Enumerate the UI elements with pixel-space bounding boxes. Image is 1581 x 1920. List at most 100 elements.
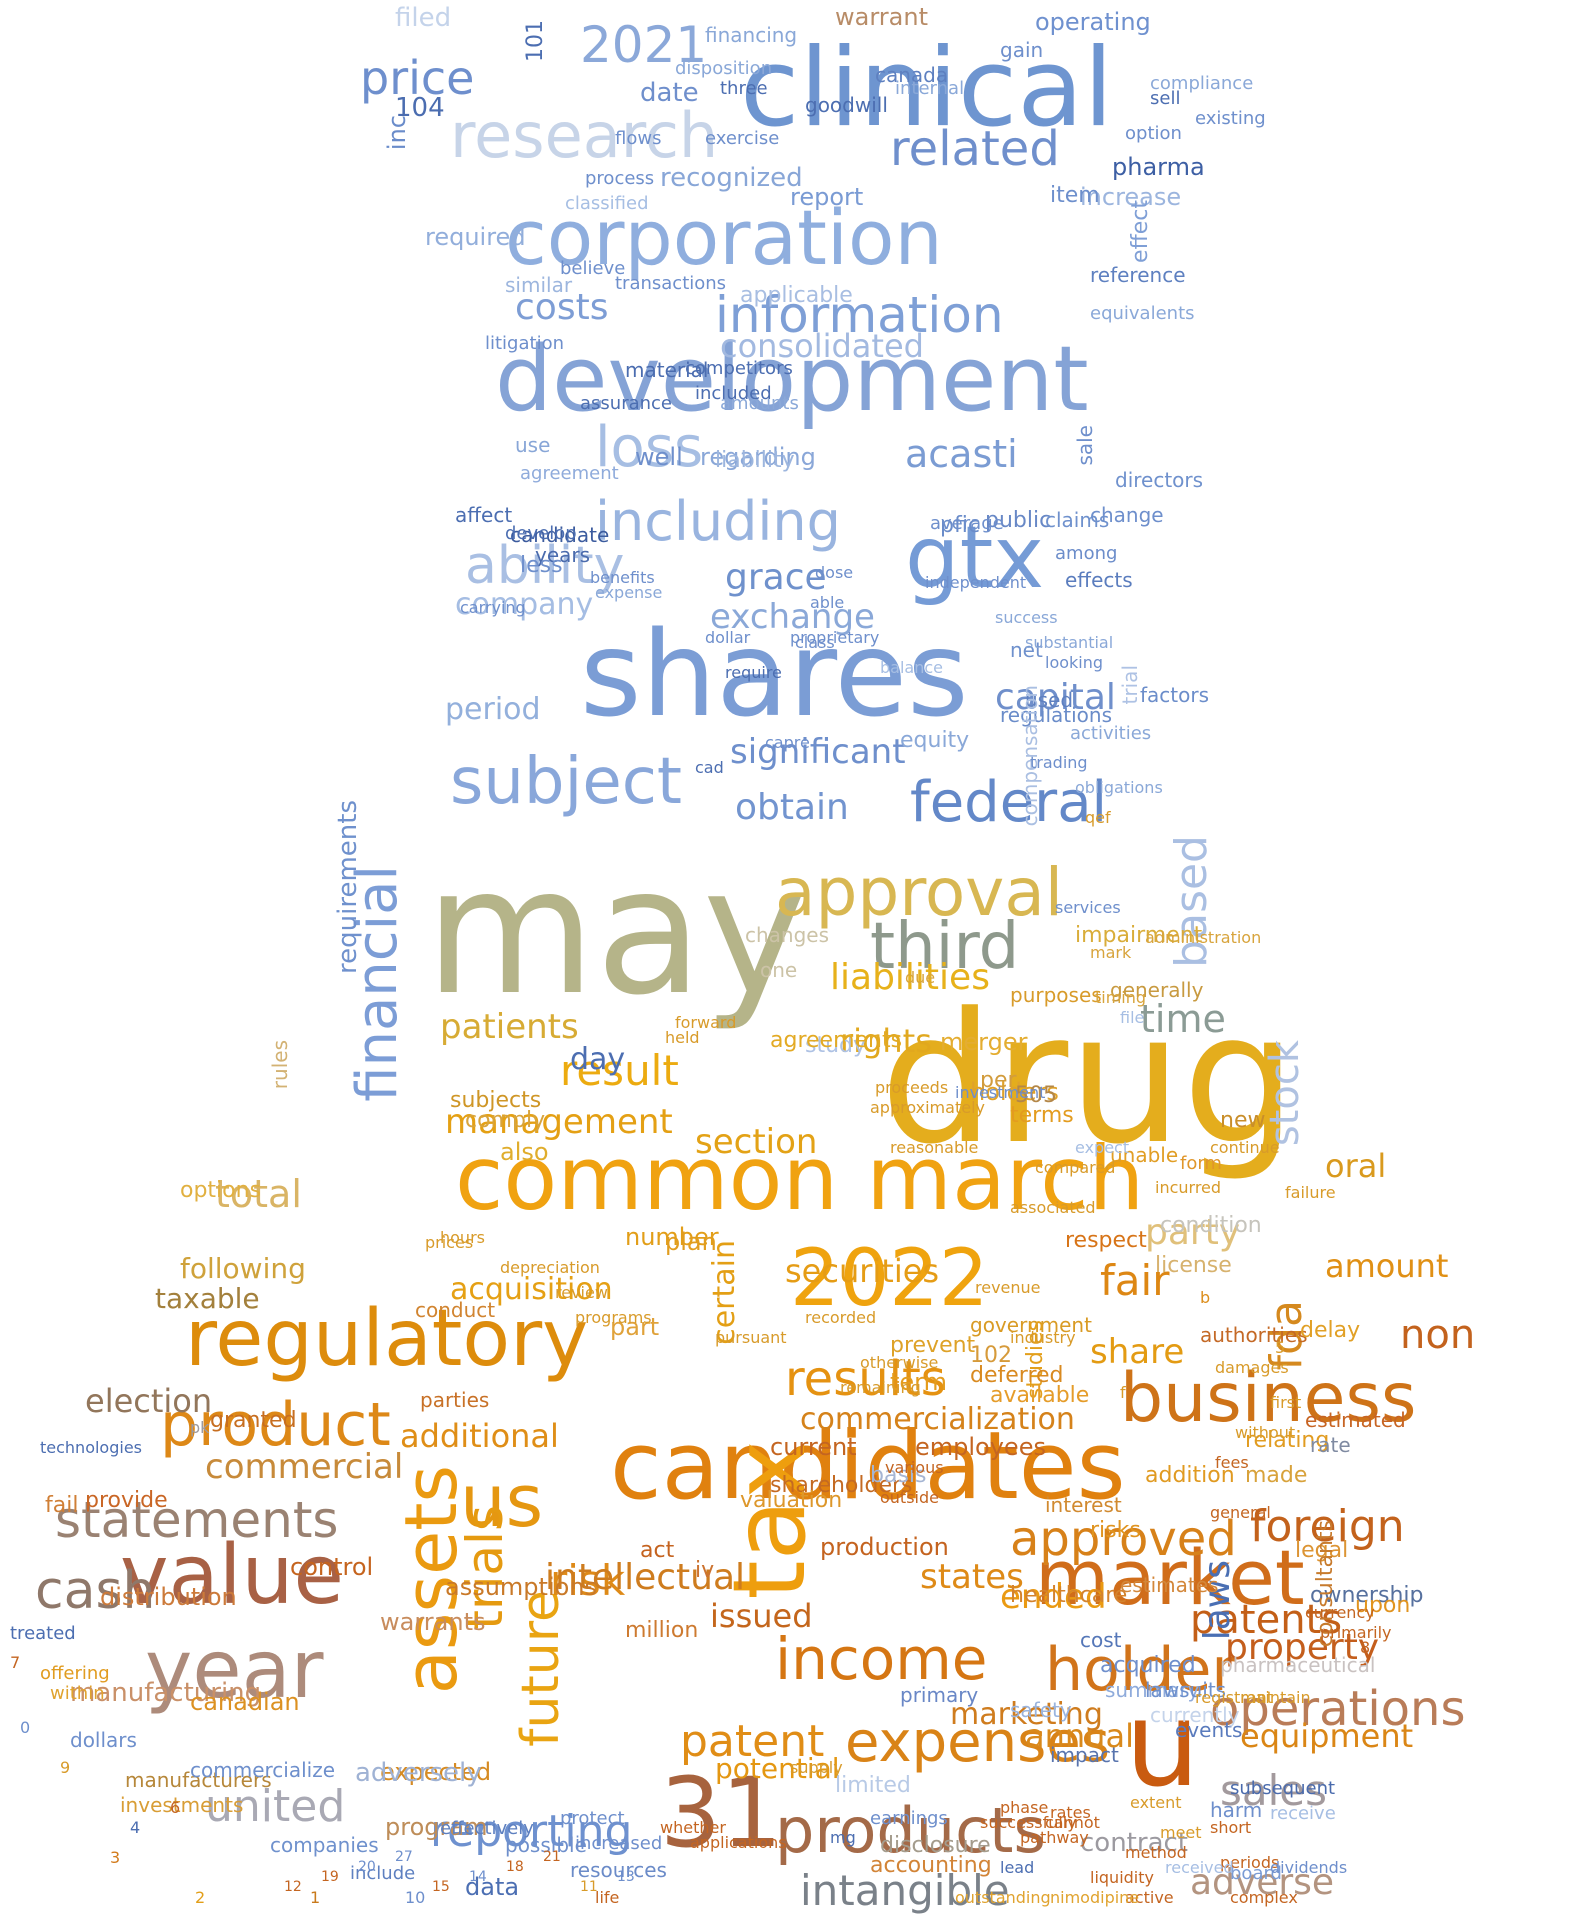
word: failure [1285,1183,1336,1202]
word: commercialize [190,1758,336,1782]
word: pharma [1112,153,1205,181]
word: earnings [870,1808,948,1829]
word: non [1400,1312,1476,1358]
word: applications [690,1833,787,1852]
word: recognized [660,163,803,193]
word: fail [45,1493,79,1518]
word: addition [1145,1463,1235,1488]
word: regarding [700,443,816,471]
word: process [585,168,655,189]
word: canada [875,63,949,87]
word: believe [560,258,626,279]
word: assurance [580,393,673,414]
word: disclosure [880,1833,991,1858]
word: equipment [1240,1717,1414,1755]
word: registrant [1195,1688,1274,1707]
word: available [990,1383,1090,1408]
word: may [425,831,807,1034]
word: nimodipine [1050,1888,1140,1907]
word: warrant [835,3,928,31]
word: pursuant [715,1328,787,1347]
word: goodwill [805,93,888,117]
word: 7 [10,1653,21,1672]
word: mark [1090,943,1132,962]
word: contract [1080,1828,1188,1858]
word: development [495,327,1089,432]
word: impact [1050,1743,1119,1767]
word: future [511,1590,571,1747]
word: government [970,1313,1092,1337]
word: option [1125,123,1182,144]
word: condition [1160,1213,1262,1238]
word: patients [440,1007,579,1047]
word: generally [1110,978,1204,1002]
word: common march [455,1127,1145,1230]
word: date [640,78,699,108]
word: operating [1035,8,1151,36]
word: requirements [333,800,363,974]
word: require [725,663,782,682]
word: result [560,1046,679,1095]
word: options [180,1178,262,1203]
word: capital [995,677,1116,718]
word: grace [725,557,827,598]
word: ability [465,536,625,596]
word: rights [840,1022,932,1060]
word: 27 [395,1849,413,1865]
word: conduct [415,1298,496,1322]
word: required [425,223,526,251]
word: purposes [1010,983,1102,1007]
word: approximately [870,1098,985,1117]
word: prevent [890,1333,976,1358]
word: day [570,1042,626,1077]
word: average [930,513,1004,534]
word: summary [1105,1678,1200,1702]
word: dividends [1270,1858,1348,1877]
word: 505 [1015,1083,1057,1108]
word: well [635,443,683,471]
word: forward [675,1013,737,1032]
word: also [500,1138,549,1166]
word: part [610,1313,660,1341]
word: patent [680,1716,825,1767]
word: regulations [1000,703,1113,727]
word: trial [1118,665,1142,705]
word: commercialization [800,1402,1075,1437]
word: foreign [1250,1501,1405,1552]
word: report [790,183,864,211]
word: parties [420,1388,490,1412]
word: employees [915,1433,1046,1461]
word: applicable [740,283,853,308]
word: outstanding [955,1888,1051,1907]
word: obligations [1075,778,1163,797]
word: short [1210,1818,1252,1837]
word: act [640,1538,675,1563]
word: loss [595,415,704,480]
word: comply [465,1108,546,1133]
word: management [445,1102,673,1142]
word: basis [870,1463,927,1488]
word: approved [1010,1511,1237,1567]
word: pfic [940,513,980,538]
word: 2021 [580,16,708,74]
word: board [1230,1863,1282,1884]
word: capre [765,733,810,752]
word: remaining [840,1378,921,1397]
word: administration [1145,928,1262,947]
word: 3 [110,1848,121,1867]
word: products [775,1794,1046,1867]
word: 12 [284,1879,302,1895]
word: corporation [505,193,943,282]
word: expense [595,583,663,602]
word: upon [1355,1593,1411,1618]
word: 0 [20,1718,31,1737]
word: iv [695,1558,715,1583]
word: 9 [60,1758,71,1777]
word: federal [910,770,1108,835]
word: subsequent [1230,1778,1336,1799]
word: legal [1295,1538,1349,1563]
word: potential [715,1752,840,1785]
word: ownership [1310,1583,1424,1608]
word: proprietary [790,628,880,647]
